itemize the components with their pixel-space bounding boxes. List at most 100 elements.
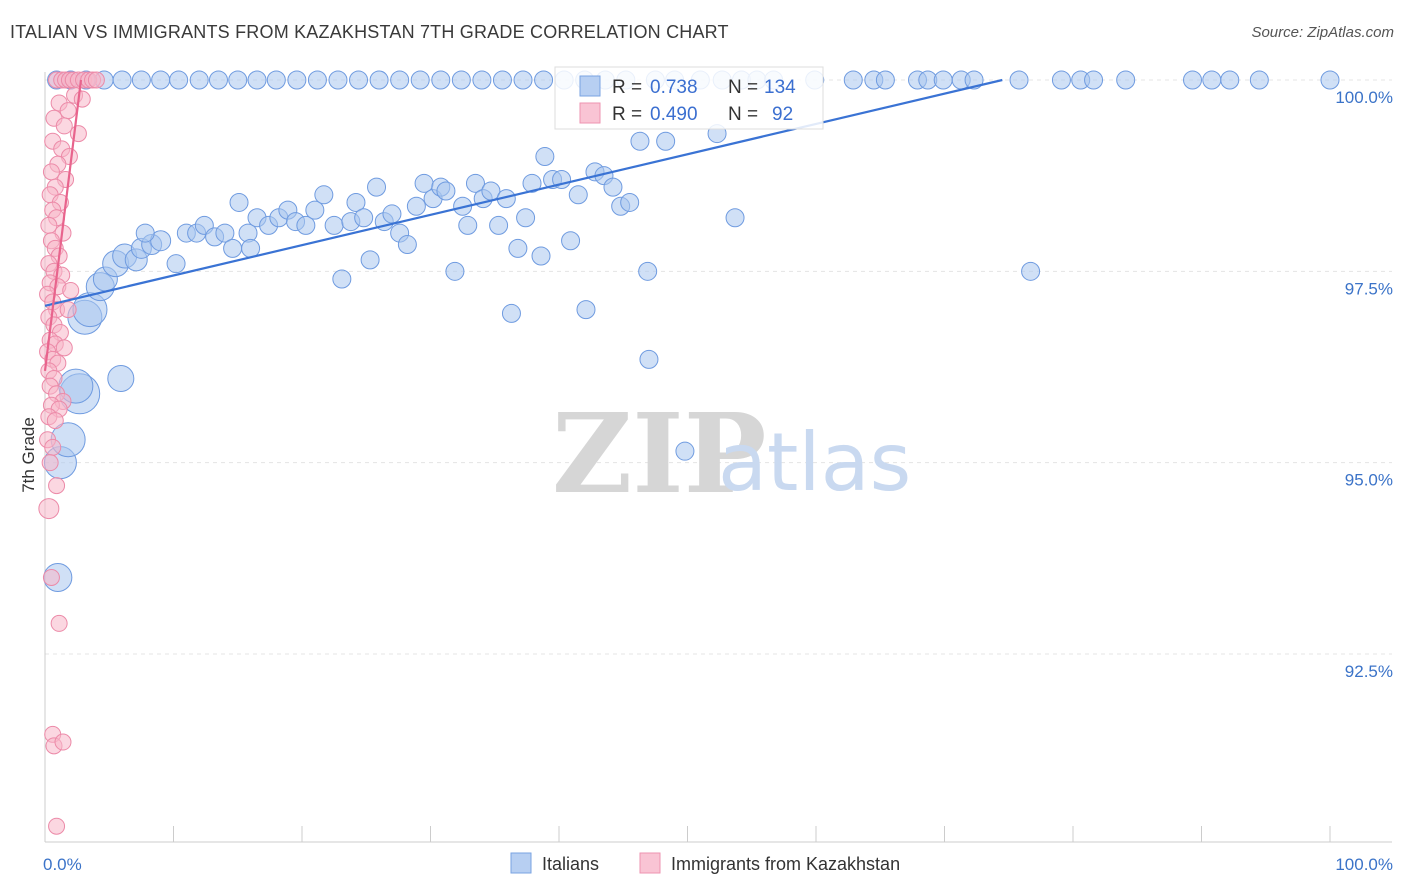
- x-tick-label-1: 100.0%: [1335, 855, 1393, 874]
- italians-point-100: [369, 70, 389, 90]
- stats-legend: R = 0.738 N = 134 R = 0.490 N = 92: [554, 66, 824, 130]
- italians-point-62: [522, 173, 542, 193]
- italians-point-38: [346, 192, 366, 212]
- y-axis-title: 7th Grade: [19, 417, 38, 493]
- italians-point-74: [620, 192, 640, 212]
- italians-point-98: [328, 70, 348, 90]
- italians-point-79: [675, 441, 695, 461]
- italians-point-59: [501, 303, 521, 323]
- italians-point-104: [451, 70, 471, 90]
- stats-n-value-kazakhstan: 92: [772, 104, 793, 125]
- italians-point-45: [397, 235, 417, 255]
- italians-point-89: [151, 70, 171, 90]
- kazakhstan-point-13: [73, 90, 91, 108]
- kazakhstan-point-60: [46, 412, 64, 430]
- stats-n-label-kazakhstan: N =: [728, 104, 758, 125]
- italians-point-61: [516, 208, 536, 228]
- italians-point-23: [223, 238, 243, 258]
- kazakhstan-point-11: [59, 102, 77, 120]
- kazakhstan-point-62: [44, 438, 62, 456]
- stats-r-value-italians: 0.738: [650, 77, 698, 98]
- y-tick-label-3: 92.5%: [1345, 662, 1393, 681]
- legend-swatch-kazakhstan[interactable]: [639, 852, 661, 874]
- x-tick-label-0: 0.0%: [43, 855, 82, 874]
- italians-point-82: [1021, 261, 1041, 281]
- watermark-zip: ZIP: [552, 389, 766, 518]
- stats-n-value-italians: 134: [764, 77, 796, 98]
- stats-r-label-kazakhstan: R =: [612, 104, 642, 125]
- kazakhstan-point-38: [62, 281, 80, 299]
- italians-point-75: [630, 131, 650, 151]
- italians-point-64: [535, 147, 555, 167]
- legend-label-kazakhstan[interactable]: Immigrants from Kazakhstan: [671, 854, 900, 874]
- italians-point-78: [656, 131, 676, 151]
- y-tick-label-2: 95.0%: [1345, 471, 1393, 490]
- italians-point-46: [406, 196, 426, 216]
- y-tick-label-1: 97.5%: [1345, 279, 1393, 298]
- italians-point-24: [229, 192, 249, 212]
- kazakhstan-point-71: [48, 817, 66, 835]
- kazakhstan-point-65: [38, 498, 60, 520]
- watermark-atlas: atlas: [718, 416, 911, 509]
- italians-point-93: [228, 70, 248, 90]
- italians-point-35: [324, 215, 344, 235]
- kazakhstan-point-63: [41, 454, 59, 472]
- italians-point-92: [208, 70, 228, 90]
- stats-swatch-kazakhstan: [579, 102, 601, 124]
- kazakhstan-point-67: [50, 614, 68, 632]
- italians-point-81: [725, 208, 745, 228]
- y-tick-label-0: 100.0%: [1335, 88, 1393, 107]
- italians-point-60: [508, 238, 528, 258]
- italians-point-57: [489, 215, 509, 235]
- italians-trend-line: [44, 78, 1003, 307]
- italians-point-136: [1220, 70, 1240, 90]
- italians-point-36: [332, 269, 352, 289]
- italians-point-108: [534, 70, 554, 90]
- italians-point-72: [603, 177, 623, 197]
- kazakhstan-point-64: [48, 477, 66, 495]
- italians-point-137: [1249, 70, 1269, 90]
- italians-point-95: [266, 70, 286, 90]
- legend-swatch-italians[interactable]: [510, 852, 532, 874]
- italians-point-126: [933, 70, 953, 90]
- legend-label-italians[interactable]: Italians: [542, 854, 599, 874]
- bottom-legend: Italians Immigrants from Kazakhstan: [510, 852, 900, 874]
- italians-point-123: [875, 70, 895, 90]
- gridlines: [45, 79, 1392, 655]
- italians-point-134: [1183, 70, 1203, 90]
- stats-r-label-italians: R =: [612, 77, 642, 98]
- trend-lines: [43, 78, 1003, 371]
- italians-point-135: [1202, 70, 1222, 90]
- y-tick-labels: 100.0% 97.5% 95.0% 92.5%: [1335, 88, 1393, 681]
- kazakhstan-trend-line: [43, 79, 83, 371]
- italians-point-16: [135, 223, 155, 243]
- italians-point-94: [247, 70, 267, 90]
- stats-r-value-kazakhstan: 0.490: [650, 104, 698, 125]
- italians-point-43: [382, 204, 402, 224]
- stats-n-label-italians: N =: [728, 77, 758, 98]
- italians-point-132: [1084, 70, 1104, 90]
- italians-point-91: [189, 70, 209, 90]
- italians-point-138: [1320, 70, 1340, 90]
- data-points: [38, 70, 1340, 835]
- italians-point-96: [287, 70, 307, 90]
- x-tick-labels: 0.0% 100.0%: [43, 855, 1393, 874]
- italians-point-53: [458, 215, 478, 235]
- italians-point-133: [1116, 70, 1136, 90]
- italians-point-22: [215, 223, 235, 243]
- italians-point-77: [639, 349, 659, 369]
- italians-point-97: [307, 70, 327, 90]
- italians-point-67: [561, 231, 581, 251]
- italians-point-63: [531, 246, 551, 266]
- italians-point-51: [445, 261, 465, 281]
- italians-point-99: [349, 70, 369, 90]
- italians-point-69: [576, 300, 596, 320]
- kazakhstan-point-70: [54, 733, 72, 751]
- watermark: ZIP atlas: [552, 389, 911, 518]
- italians-point-32: [296, 215, 316, 235]
- stats-swatch-italians: [579, 75, 601, 97]
- italians-point-33: [305, 200, 325, 220]
- italians-point-17: [166, 254, 186, 274]
- italians-point-41: [367, 177, 387, 197]
